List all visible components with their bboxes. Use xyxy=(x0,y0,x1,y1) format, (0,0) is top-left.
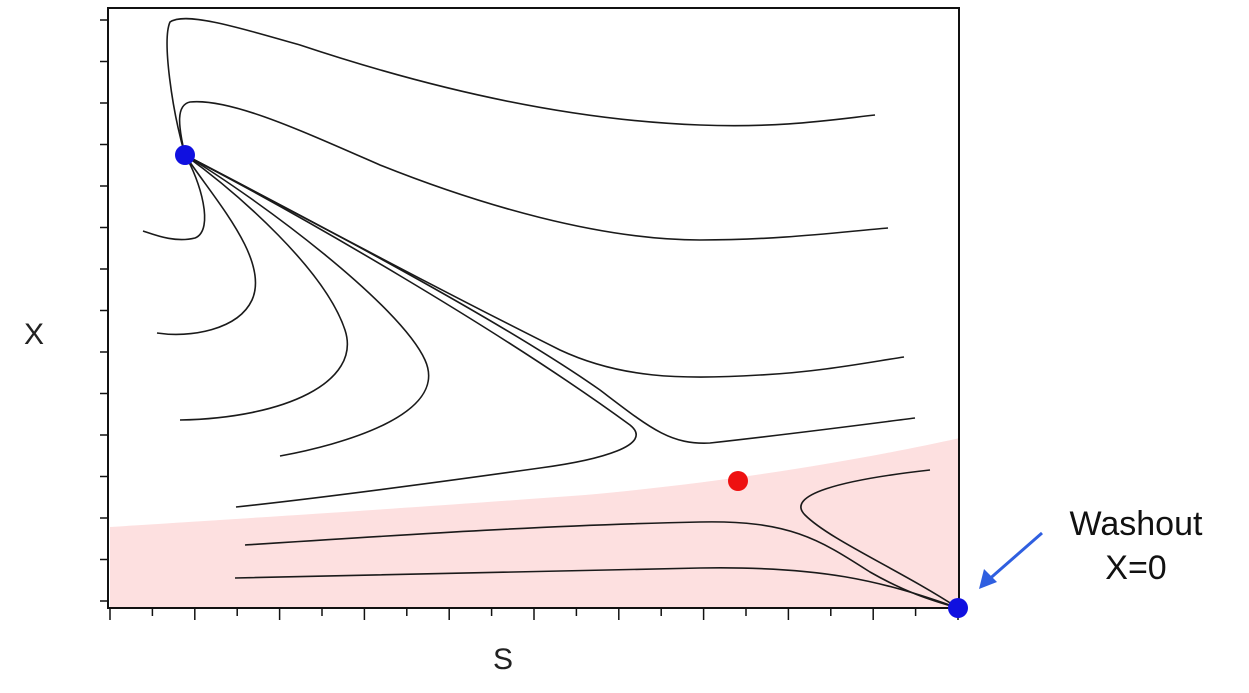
trajectory-washout-hook xyxy=(800,469,959,609)
arrow-icon xyxy=(979,531,1043,589)
y-axis-label: X xyxy=(24,318,45,351)
trajectory-to-mid xyxy=(184,154,905,378)
trajectory-hook-3 xyxy=(179,154,348,421)
trajectory-hook-4 xyxy=(184,154,430,457)
trajectory-hook-2 xyxy=(156,154,257,336)
stable-point-coexistence xyxy=(175,145,195,165)
trajectory-washout-1 xyxy=(244,521,959,609)
y-axis-ticks xyxy=(100,19,108,602)
x-axis-ticks xyxy=(109,608,959,620)
trajectory-left-hook xyxy=(142,154,206,241)
trajectories xyxy=(142,17,959,609)
stable-point-washout xyxy=(948,598,968,618)
washout-equation: X=0 xyxy=(1105,549,1167,587)
washout-annotation: Washout xyxy=(1069,505,1203,543)
saddle-point xyxy=(728,471,748,491)
trajectory-top xyxy=(166,17,876,156)
x-axis-label: S xyxy=(493,643,514,676)
trajectory-upper xyxy=(178,100,889,241)
washout-region xyxy=(110,438,960,608)
trajectory-separatrix-a xyxy=(184,154,637,508)
